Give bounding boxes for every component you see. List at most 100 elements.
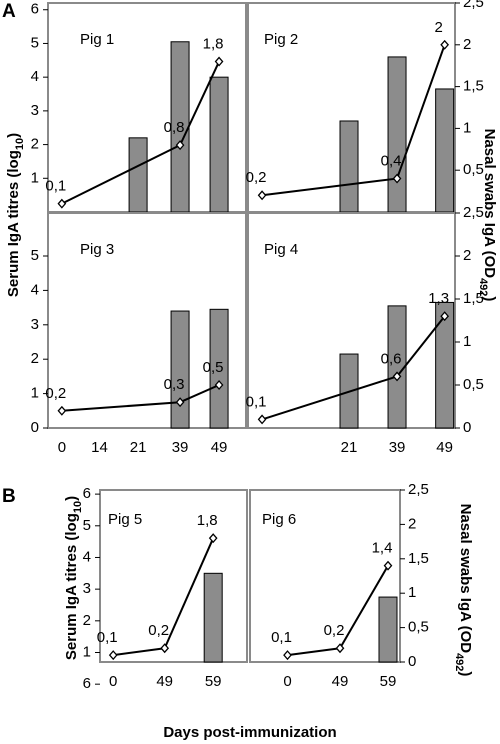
panel-label: A: [2, 1, 16, 22]
x-tick-label: 21: [130, 439, 147, 456]
line-marker: [214, 380, 224, 390]
value-label: 0,1: [97, 629, 118, 646]
line-marker: [257, 414, 267, 425]
x-tick-label: 49: [211, 439, 228, 456]
value-label: 0,2: [148, 622, 169, 639]
plot-frame: [249, 489, 401, 663]
line-marker: [208, 533, 218, 544]
line-segment: [179, 61, 220, 146]
line-marker: [175, 397, 185, 408]
x-tick-label: 14: [91, 439, 108, 456]
y-tick-label: 5: [31, 34, 39, 51]
subplot-title: Pig 2: [264, 31, 298, 48]
x-tick-label: 39: [172, 439, 189, 456]
y-tick-label: 2: [31, 136, 39, 153]
line-marker: [175, 140, 185, 151]
value-label: 0,6: [381, 350, 402, 367]
y-axis-title: Serum IgA titres (log10): [63, 496, 84, 660]
line-marker: [440, 311, 450, 322]
line-marker: [108, 650, 118, 661]
line-marker: [392, 371, 402, 382]
x-tick-label: 39: [389, 439, 406, 456]
y-tick-label: 5: [31, 247, 39, 264]
y-axis-title-text: Serum IgA titres (log: [63, 513, 80, 660]
line-segment: [61, 401, 181, 412]
line-marker: [160, 643, 170, 654]
line-segment: [396, 44, 446, 179]
y2-tick-label: 2: [463, 247, 471, 264]
x-tick-label: 0: [58, 439, 66, 456]
line-marker: [283, 650, 292, 661]
value-label: 0,1: [246, 393, 267, 410]
y2-tick-label: 0,5: [408, 619, 429, 636]
plot-frame: [99, 489, 248, 663]
x-tick-label: 49: [436, 439, 453, 456]
line-marker: [392, 173, 402, 184]
line-marker: [440, 39, 450, 50]
y-tick-label: 0: [31, 419, 39, 436]
y-tick-label: 1: [31, 169, 39, 186]
value-label: 0,4: [381, 153, 402, 170]
y-tick-label: 3: [83, 580, 91, 597]
y2-axis-title-text: Nasal swabs IgA (OD: [457, 504, 474, 654]
x-tick-label: 59: [380, 673, 397, 690]
y2-tick-label: 2,5: [463, 0, 484, 11]
line-segment: [396, 315, 446, 378]
bar: [387, 305, 407, 429]
value-label: 0,2: [324, 622, 345, 639]
subplot-title: Pig 6: [262, 511, 296, 528]
line-segment: [339, 565, 389, 649]
y-tick-label: 6: [31, 1, 39, 18]
bar: [170, 310, 190, 429]
y2-axis-title-text: Nasal swabs IgA (OD: [481, 129, 498, 279]
y-tick-label: 4: [31, 281, 39, 298]
y-tick-label: 5: [83, 517, 91, 534]
panel-label: B: [2, 486, 16, 507]
line-segment: [179, 384, 220, 404]
line-segment: [261, 375, 398, 421]
subplot-title: Pig 1: [80, 31, 114, 48]
y2-tick-label: 1,5: [463, 290, 484, 307]
x-tick-label: 0: [283, 673, 291, 690]
line-marker: [214, 56, 224, 67]
y-tick-label: 1: [31, 385, 39, 402]
bar: [435, 301, 455, 429]
y2-tick-label: 2: [463, 36, 471, 53]
y2-axis-title: Nasal swabs IgA (OD492): [453, 504, 474, 677]
value-label: 0,2: [246, 169, 267, 186]
y2-axis-title: Nasal swabs IgA (OD492): [477, 129, 498, 302]
bar: [203, 572, 223, 663]
y2-axis-title-end: ): [457, 671, 474, 676]
subplot-title: Pig 3: [80, 241, 114, 258]
y2-tick-label: 0,5: [463, 161, 484, 178]
x-tick-label: 49: [156, 673, 173, 690]
y2-tick-label: 1: [463, 333, 471, 350]
bar: [339, 120, 359, 213]
y2-tick-label: 2,5: [408, 481, 429, 498]
y-tick-label: 2: [83, 612, 91, 629]
line-marker: [257, 190, 267, 201]
x-tick-label: 0: [109, 673, 117, 690]
y-tick-label: 1: [83, 643, 91, 660]
bar: [209, 308, 229, 429]
y-tick-label: 3: [31, 316, 39, 333]
y2-tick-label: 1,5: [463, 78, 484, 95]
y-axis-title-text: Serum IgA titres (log: [5, 150, 22, 297]
y-tick-label: 6: [83, 675, 91, 692]
line-segment: [163, 537, 215, 649]
y2-tick-label: 2: [408, 515, 416, 532]
plot-frame: [47, 212, 247, 429]
value-label: 0,1: [271, 629, 292, 646]
value-label: 0,2: [45, 385, 66, 402]
x-tick-label: 59: [205, 673, 222, 690]
y-axis-title: Serum IgA titres (log10): [5, 133, 26, 297]
line-segment: [287, 647, 341, 657]
line-marker: [57, 405, 67, 416]
y-tick-label: 4: [83, 548, 91, 565]
y-axis-title-sub: 10: [72, 501, 84, 513]
y-tick-label: 3: [31, 102, 39, 119]
line-segment: [113, 647, 165, 657]
value-label: 0,8: [164, 119, 185, 136]
bar: [435, 88, 455, 213]
